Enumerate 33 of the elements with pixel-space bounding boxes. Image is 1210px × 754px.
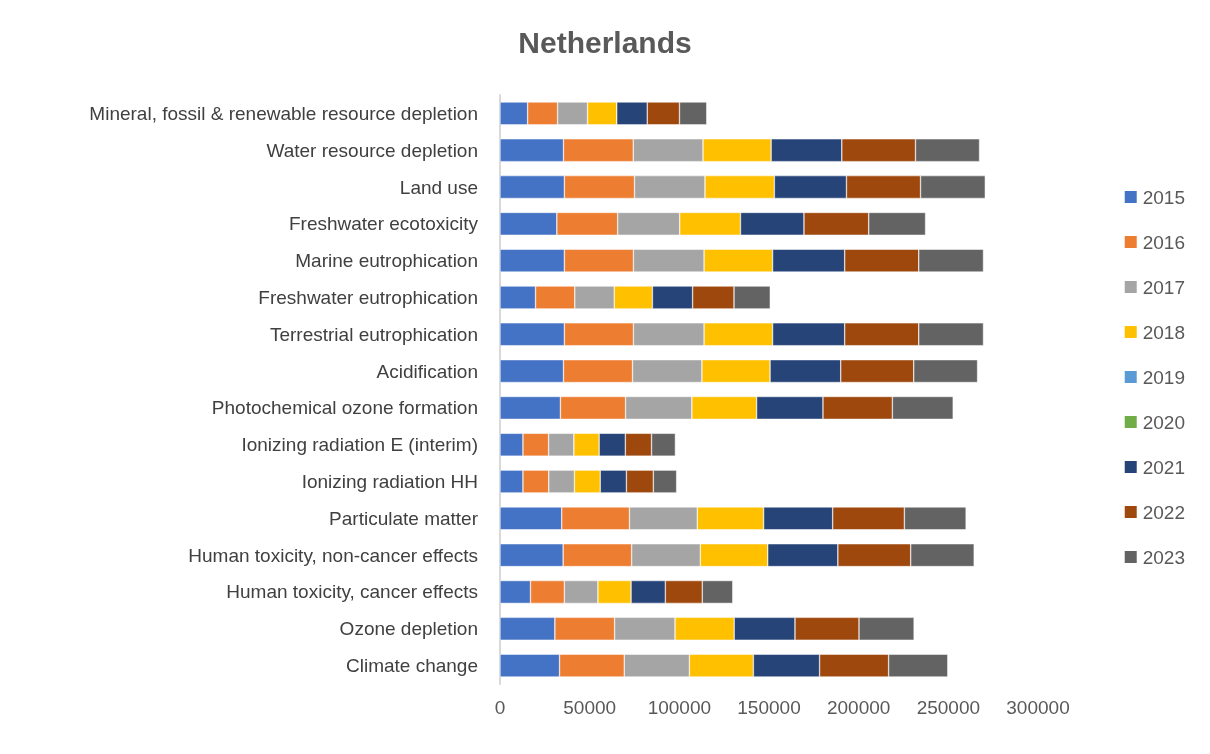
x-tick-label: 0 (494, 697, 506, 718)
y-tick-label: Acidification (376, 360, 478, 382)
x-tick-label: 50000 (563, 697, 617, 718)
legend-label: 2018 (1142, 321, 1186, 343)
y-tick-label: Ionizing radiation E (interim) (241, 434, 478, 456)
y-tick-label: Marine eutrophication (295, 250, 478, 272)
y-tick-label: Freshwater ecotoxicity (288, 213, 479, 235)
legend-label: 2020 (1142, 411, 1186, 433)
y-tick-label: Terrestrial eutrophication (269, 323, 478, 345)
x-tick-label: 100000 (647, 697, 712, 718)
y-tick-label: Particulate matter (329, 507, 479, 529)
x-tick-label: 200000 (826, 697, 891, 718)
y-tick-label: Photochemical ozone formation (211, 397, 478, 419)
y-tick-label: Mineral, fossil & renewable resource depletion (89, 102, 478, 124)
chart-title: Netherlands (518, 25, 692, 59)
y-tick-label: Ozone depletion (339, 618, 478, 640)
x-tick-label: 250000 (916, 697, 981, 718)
legend-label: 2022 (1142, 501, 1186, 523)
y-tick-label: Freshwater eutrophication (258, 286, 478, 308)
legend-label: 2019 (1142, 366, 1186, 388)
y-tick-label: Water resource depletion (266, 139, 478, 161)
y-tick-label: Human toxicity, cancer effects (226, 581, 478, 603)
y-tick-label: Human toxicity, non-cancer effects (188, 544, 478, 566)
legend-label: 2015 (1142, 186, 1186, 208)
y-tick-label: Ionizing radiation HH (301, 471, 478, 493)
y-tick-label: Land use (399, 176, 478, 198)
legend-label: 2016 (1142, 231, 1186, 253)
legend-label: 2017 (1142, 276, 1186, 298)
x-tick-label: 300000 (1006, 697, 1070, 718)
legend-label: 2021 (1142, 456, 1186, 478)
legend-label: 2023 (1142, 546, 1186, 568)
x-tick-label: 150000 (737, 697, 801, 718)
y-tick-label: Climate change (345, 655, 478, 677)
